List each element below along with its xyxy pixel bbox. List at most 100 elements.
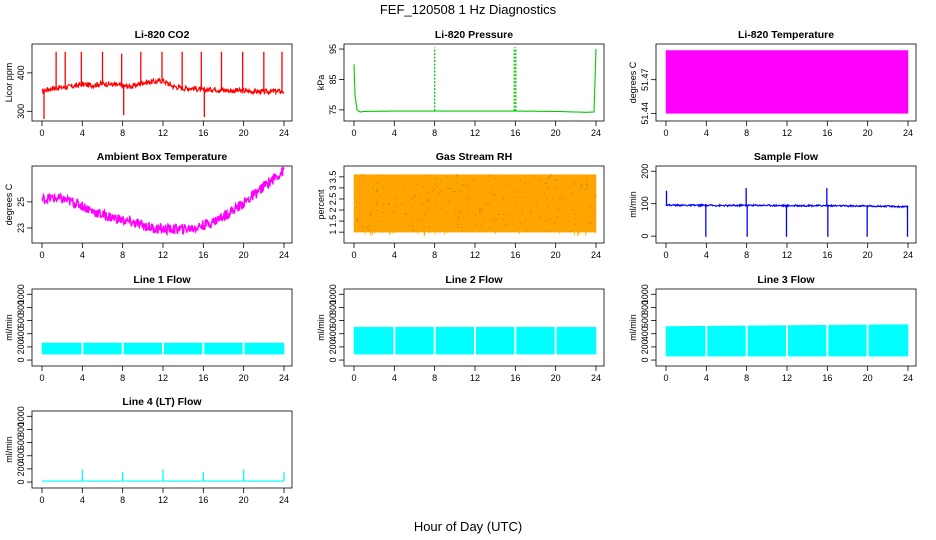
data-band bbox=[83, 342, 122, 355]
data-band bbox=[41, 342, 82, 355]
x-tick-label: 4 bbox=[80, 250, 85, 260]
x-tick-label: 0 bbox=[351, 250, 356, 260]
x-tick-label: 8 bbox=[744, 250, 749, 260]
panel-7: Line 1 Flow ml/min 0 4 8 12 16 20 24 0 20040060080… bbox=[4, 274, 293, 383]
y-tick-label: 3.5 bbox=[328, 171, 338, 184]
x-tick-label: 4 bbox=[704, 373, 709, 383]
y-axis-label: percent bbox=[316, 189, 326, 220]
y-tick-label: 51.47 bbox=[640, 68, 650, 91]
plot-frame bbox=[655, 165, 917, 244]
x-tick-label: 12 bbox=[782, 250, 792, 260]
plot-frame bbox=[31, 410, 293, 489]
panel-title: Line 2 Flow bbox=[445, 274, 503, 286]
y-axis-label: degrees C bbox=[4, 183, 14, 225]
y-tick-label: 600 bbox=[640, 313, 650, 328]
y-tick-label: 800 bbox=[640, 300, 650, 315]
panel-title: Li-820 Pressure bbox=[435, 29, 513, 41]
data-band bbox=[828, 324, 867, 357]
x-tick-label: 4 bbox=[392, 128, 397, 138]
x-tick-label: 0 bbox=[39, 128, 44, 138]
x-tick-label: 12 bbox=[470, 250, 480, 260]
y-tick-label: 600 bbox=[16, 313, 26, 328]
x-tick-label: 0 bbox=[39, 495, 44, 505]
x-tick-label: 8 bbox=[432, 373, 437, 383]
plot-frame bbox=[655, 288, 917, 367]
x-tick-label: 20 bbox=[239, 250, 249, 260]
y-tick-label: 95 bbox=[328, 44, 338, 54]
x-tick-label: 16 bbox=[510, 373, 520, 383]
data-band bbox=[123, 342, 163, 355]
x-tick-label: 0 bbox=[351, 128, 356, 138]
x-tick-label: 16 bbox=[822, 128, 832, 138]
panel-1: Li-820 CO2 Licor ppm 0 4 8 12 16 20 24 300 400 bbox=[4, 29, 293, 138]
y-tick-label: 1000 bbox=[640, 284, 650, 304]
y-tick-label: 2.5 bbox=[328, 193, 338, 206]
y-axis-label: ml/min bbox=[316, 314, 326, 341]
y-tick-label: 1.5 bbox=[328, 215, 338, 228]
y-tick-label: 0 bbox=[640, 234, 650, 239]
x-tick-label: 24 bbox=[903, 373, 913, 383]
x-tick-label: 8 bbox=[432, 250, 437, 260]
x-tick-label: 16 bbox=[822, 373, 832, 383]
x-tick-label: 4 bbox=[704, 250, 709, 260]
data-band bbox=[707, 325, 746, 357]
x-tick-label: 12 bbox=[158, 250, 168, 260]
x-tick-label: 0 bbox=[663, 373, 668, 383]
y-axis-label: ml/min bbox=[628, 314, 638, 341]
x-tick-label: 4 bbox=[80, 373, 85, 383]
y-axis-label: ml/min bbox=[628, 191, 638, 218]
x-tick-label: 16 bbox=[510, 250, 520, 260]
x-tick-label: 16 bbox=[822, 250, 832, 260]
x-tick-label: 12 bbox=[158, 373, 168, 383]
panel-3: Li-820 Temperature degrees C 0 4 8 12 16 20 24 51… bbox=[628, 29, 917, 138]
data-band bbox=[435, 326, 475, 355]
y-tick-label: 600 bbox=[16, 435, 26, 450]
plot-frame bbox=[343, 288, 605, 367]
data-band bbox=[163, 342, 203, 355]
y-axis-label: Licor ppm bbox=[4, 63, 14, 103]
y-tick-label: 3 bbox=[328, 185, 338, 190]
data-band bbox=[395, 326, 434, 355]
plot-frame bbox=[31, 165, 293, 244]
x-tick-label: 16 bbox=[198, 373, 208, 383]
y-tick-label: 2 bbox=[328, 208, 338, 213]
data-band bbox=[665, 325, 706, 357]
x-tick-label: 24 bbox=[591, 250, 601, 260]
panel-title: Ambient Box Temperature bbox=[97, 151, 228, 163]
panel-title: Line 1 Flow bbox=[133, 274, 191, 286]
x-tick-label: 8 bbox=[432, 128, 437, 138]
y-axis-label: ml/min bbox=[4, 314, 14, 341]
x-tick-label: 20 bbox=[239, 495, 249, 505]
plot-frame bbox=[31, 43, 293, 122]
x-tick-label: 12 bbox=[158, 495, 168, 505]
plot-frame bbox=[343, 165, 605, 244]
x-tick-label: 8 bbox=[120, 250, 125, 260]
y-tick-label: 800 bbox=[328, 300, 338, 315]
x-tick-label: 0 bbox=[663, 250, 668, 260]
x-tick-label: 0 bbox=[39, 373, 44, 383]
y-tick-label: 400 bbox=[16, 326, 26, 341]
y-tick-label: 800 bbox=[16, 300, 26, 315]
y-tick-label: 1 bbox=[328, 230, 338, 235]
x-tick-label: 12 bbox=[470, 128, 480, 138]
figure-xlabel: Hour of Day (UTC) bbox=[414, 519, 522, 534]
y-tick-label: 400 bbox=[328, 326, 338, 341]
y-tick-label: 300 bbox=[16, 104, 26, 119]
data-band bbox=[204, 342, 243, 355]
data-band bbox=[665, 50, 909, 114]
x-tick-label: 24 bbox=[903, 128, 913, 138]
y-tick-label: 0 bbox=[16, 358, 26, 363]
data-band bbox=[475, 326, 515, 355]
y-tick-label: 800 bbox=[16, 422, 26, 437]
data-texture bbox=[355, 174, 597, 233]
panel-title: Gas Stream RH bbox=[436, 151, 512, 163]
y-tick-label: 25 bbox=[16, 197, 26, 207]
x-tick-label: 0 bbox=[663, 128, 668, 138]
data-band bbox=[244, 342, 285, 355]
x-tick-label: 20 bbox=[239, 373, 249, 383]
panel-5: Gas Stream RH percent 0 4 8 12 16 20 24 1 1.5 2 2.5 3… bbox=[316, 151, 605, 260]
panel-6: Sample Flow ml/min 0 4 8 12 16 20 24 0 100 200 bbox=[628, 151, 917, 260]
y-tick-label: 400 bbox=[16, 448, 26, 463]
